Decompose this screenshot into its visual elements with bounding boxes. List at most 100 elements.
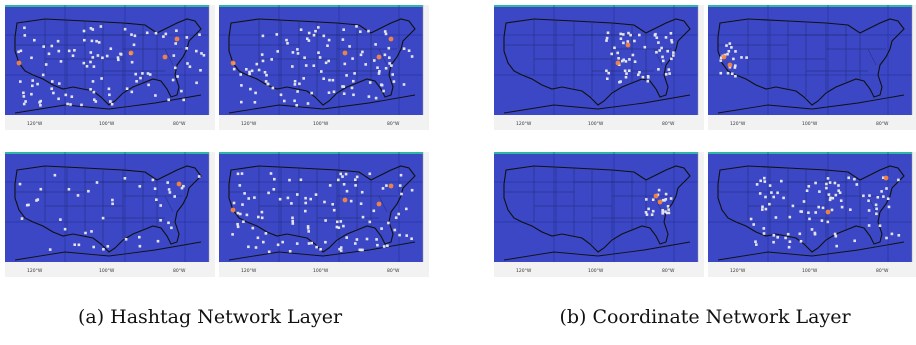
data-point	[269, 172, 273, 175]
data-point	[260, 210, 264, 214]
data-point	[286, 196, 290, 200]
hotspot	[376, 201, 382, 207]
data-point	[53, 173, 57, 177]
data-point	[314, 193, 318, 196]
data-point	[394, 216, 398, 219]
data-point	[182, 184, 185, 188]
data-point	[310, 241, 313, 245]
data-point	[23, 34, 27, 37]
data-point	[384, 67, 388, 70]
data-point	[172, 54, 176, 57]
data-point	[290, 202, 293, 205]
hotspot	[825, 209, 831, 215]
data-point	[90, 39, 94, 43]
data-point	[829, 196, 832, 200]
lon-tick-label: 80°W	[662, 268, 675, 274]
data-point	[624, 75, 628, 79]
lon-tick-label: 120°W	[730, 268, 746, 274]
data-point	[637, 73, 640, 77]
data-point	[195, 49, 198, 53]
data-point	[768, 184, 772, 187]
data-point	[367, 95, 371, 98]
data-point	[730, 46, 733, 49]
data-point	[834, 234, 838, 238]
data-point	[782, 196, 785, 200]
data-point	[309, 197, 312, 201]
data-point	[30, 92, 33, 96]
data-point	[59, 60, 63, 63]
data-point	[355, 175, 359, 179]
lon-tick-label: 120°W	[516, 268, 532, 274]
data-point	[799, 240, 803, 243]
data-point	[762, 232, 766, 235]
data-point	[296, 48, 299, 51]
data-point	[167, 188, 171, 191]
data-point	[633, 39, 636, 43]
data-point	[264, 232, 268, 235]
data-point	[341, 38, 345, 41]
data-point	[317, 26, 320, 29]
data-point	[359, 202, 363, 205]
data-point	[613, 46, 616, 50]
ocean-area	[708, 5, 912, 115]
data-point	[296, 193, 299, 196]
data-point	[388, 62, 391, 65]
data-point	[376, 243, 379, 247]
data-point	[885, 187, 888, 190]
data-point	[82, 29, 86, 33]
data-point	[262, 240, 265, 244]
data-point	[285, 38, 288, 42]
data-point	[373, 59, 376, 62]
data-point	[813, 231, 817, 235]
lon-tick-label: 100°W	[588, 268, 604, 274]
data-point	[18, 182, 22, 186]
data-point	[291, 222, 295, 225]
data-point	[99, 25, 103, 28]
data-point	[774, 216, 778, 219]
data-point	[197, 175, 201, 178]
data-point	[19, 49, 23, 53]
data-point	[605, 39, 608, 42]
data-point	[878, 224, 882, 227]
data-point	[386, 244, 389, 247]
data-point	[296, 52, 300, 55]
map-hashtag-2: 120°W 100°W 80°W	[219, 5, 429, 130]
data-point	[402, 83, 406, 86]
data-point	[148, 73, 152, 76]
data-point	[93, 98, 96, 101]
data-point	[664, 192, 668, 196]
data-point	[180, 186, 184, 190]
data-point	[69, 103, 72, 106]
data-point	[616, 51, 619, 55]
data-point	[764, 195, 767, 199]
data-point	[167, 98, 170, 102]
data-point	[314, 29, 317, 33]
data-point	[814, 211, 817, 214]
data-point	[94, 100, 98, 103]
data-point	[36, 198, 40, 201]
data-point	[110, 102, 114, 106]
data-point	[87, 189, 90, 193]
data-point	[397, 212, 400, 216]
coast-line	[503, 94, 691, 114]
data-point	[90, 230, 93, 233]
data-point	[670, 57, 673, 61]
data-point	[89, 51, 93, 54]
data-point	[245, 213, 249, 217]
data-point	[661, 212, 664, 215]
data-point	[651, 209, 655, 213]
data-point	[168, 191, 172, 194]
data-point	[240, 100, 243, 104]
map-coordinate-1: 120°W 100°W 80°W	[494, 5, 704, 130]
data-point	[628, 58, 631, 61]
data-point	[138, 244, 142, 248]
data-point	[755, 243, 758, 246]
data-point	[625, 72, 628, 75]
data-point	[264, 80, 268, 83]
data-point	[381, 187, 385, 190]
data-point	[810, 228, 814, 231]
data-point	[66, 102, 69, 106]
data-point	[788, 240, 792, 243]
data-point	[80, 103, 83, 107]
data-point	[855, 183, 859, 186]
